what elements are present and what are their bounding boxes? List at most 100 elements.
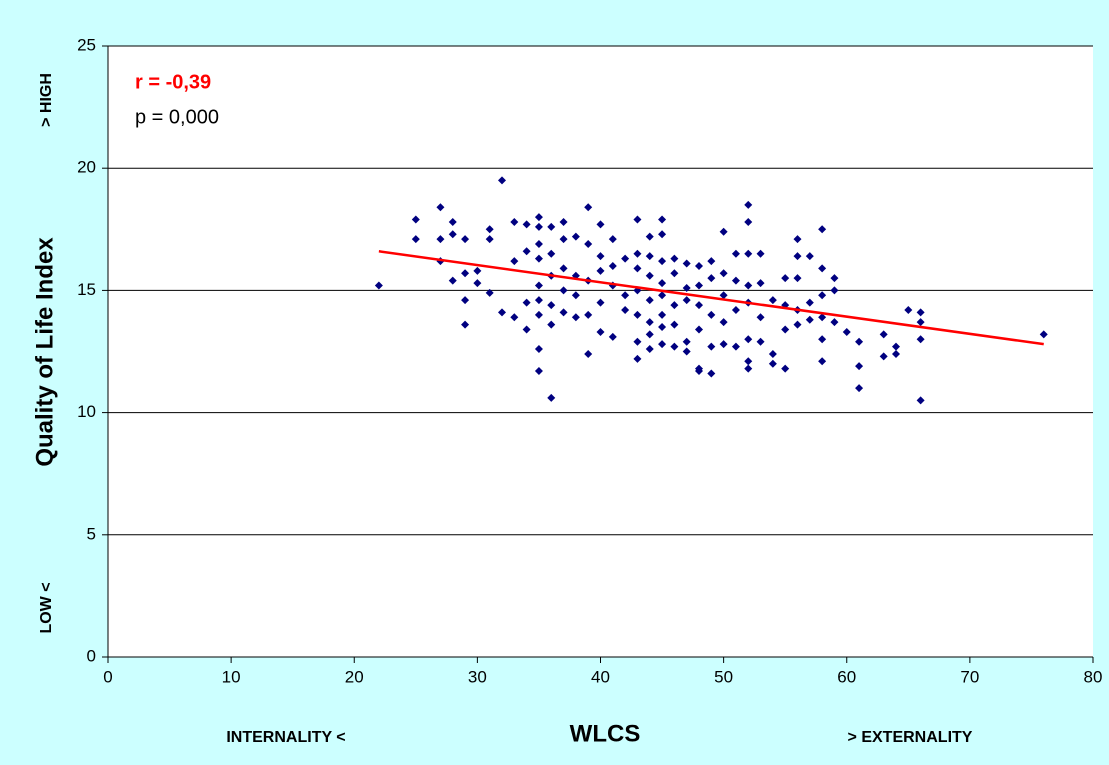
point	[805, 315, 814, 324]
point	[448, 230, 457, 239]
point	[485, 288, 494, 297]
point	[695, 301, 703, 310]
point	[510, 257, 519, 266]
point	[682, 283, 691, 292]
point	[695, 281, 703, 290]
point	[719, 291, 728, 300]
point	[670, 301, 679, 310]
point	[510, 217, 519, 226]
point	[658, 291, 667, 300]
point	[855, 384, 864, 393]
point	[559, 286, 568, 295]
point	[731, 249, 740, 258]
point	[547, 222, 556, 231]
point	[818, 264, 827, 273]
point	[719, 269, 728, 278]
point	[645, 232, 654, 241]
point	[596, 298, 605, 307]
point	[818, 225, 827, 234]
point	[645, 318, 654, 327]
point	[584, 203, 593, 212]
point	[621, 305, 630, 314]
point	[818, 291, 827, 300]
point	[830, 286, 839, 295]
point	[436, 235, 445, 244]
point	[731, 276, 740, 285]
point	[645, 345, 654, 354]
point	[756, 249, 765, 258]
annotation-r: r = -0,39	[135, 71, 211, 93]
plot-area	[108, 46, 1093, 657]
y-high-label: > HIGH	[38, 73, 55, 127]
point	[744, 281, 753, 290]
point	[547, 393, 556, 402]
point	[645, 330, 654, 339]
point	[534, 213, 543, 222]
point	[547, 320, 556, 329]
x-tick-label: 60	[837, 667, 856, 686]
point	[633, 249, 642, 258]
point	[596, 266, 605, 275]
point	[584, 349, 593, 358]
point	[682, 337, 691, 346]
point	[805, 252, 814, 261]
x-tick-label: 0	[103, 667, 112, 686]
y-tick-label: 0	[87, 646, 96, 665]
point	[498, 308, 506, 317]
point	[510, 313, 519, 322]
point	[756, 337, 765, 346]
point	[571, 232, 580, 241]
point	[756, 279, 765, 288]
y-low-label: LOW <	[38, 582, 55, 633]
point	[670, 254, 679, 263]
y-axis-label: Quality of Life Index	[31, 237, 58, 467]
point	[633, 354, 642, 363]
point	[670, 320, 679, 329]
point	[584, 239, 593, 248]
point	[621, 254, 630, 263]
point	[744, 200, 753, 209]
point	[571, 291, 580, 300]
point	[633, 337, 642, 346]
y-tick-label: 10	[77, 402, 96, 421]
point	[793, 274, 802, 283]
point	[744, 357, 753, 366]
point	[805, 298, 814, 307]
point	[645, 296, 654, 305]
point	[695, 367, 703, 376]
point	[879, 352, 888, 361]
point	[633, 264, 642, 273]
point	[682, 347, 691, 356]
point	[916, 308, 925, 317]
point	[547, 301, 556, 310]
point	[633, 215, 642, 224]
point	[707, 274, 716, 283]
point	[485, 235, 494, 244]
point	[793, 320, 802, 329]
point	[461, 296, 470, 305]
point	[596, 252, 605, 261]
y-tick-label: 15	[77, 280, 96, 299]
point	[534, 367, 543, 376]
point	[916, 318, 925, 327]
point	[842, 327, 851, 336]
x-axis-label: WLCS	[570, 720, 641, 747]
point	[658, 215, 667, 224]
point	[461, 235, 470, 244]
x-tick-label: 80	[1084, 667, 1103, 686]
point	[744, 249, 753, 258]
point	[534, 239, 543, 248]
point	[781, 364, 790, 373]
point	[830, 274, 839, 283]
point	[559, 308, 568, 317]
point	[658, 279, 667, 288]
point	[473, 279, 482, 288]
point	[473, 266, 482, 275]
point	[534, 222, 543, 231]
point	[485, 225, 494, 234]
point	[658, 323, 667, 332]
x-tick-label: 20	[345, 667, 364, 686]
point	[707, 310, 716, 319]
point	[448, 276, 457, 285]
point	[695, 325, 703, 334]
